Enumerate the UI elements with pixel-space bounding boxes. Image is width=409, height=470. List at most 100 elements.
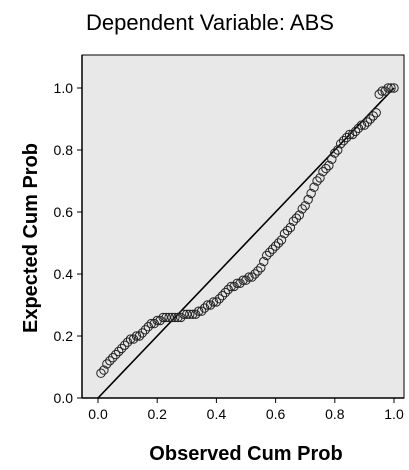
data-point: [356, 120, 367, 130]
data-point: [279, 229, 290, 239]
y-tick-label: 0.6: [54, 204, 74, 220]
data-point: [140, 325, 151, 335]
x-tick-label: 0.4: [207, 406, 227, 422]
data-point: [211, 297, 222, 307]
data-point: [235, 278, 245, 288]
data-point: [128, 334, 139, 344]
plot-area: 0.0 0.2 0.4 0.6 0.8 1.0 0.0 0.2 0.4 0.6 0.8 1.0: [54, 54, 405, 422]
data-point: [353, 123, 364, 134]
data-point: [188, 309, 198, 319]
data-point: [241, 275, 251, 285]
x-tick-label: 0.2: [147, 406, 167, 422]
data-point: [383, 83, 393, 93]
data-point: [273, 238, 284, 248]
data-point: [96, 368, 106, 378]
data-point: [111, 349, 121, 360]
data-point: [146, 318, 156, 329]
data-point: [347, 129, 358, 140]
data-point: [270, 241, 281, 251]
data-point: [276, 235, 287, 245]
data-point: [102, 359, 112, 369]
data-point: [338, 136, 349, 146]
data-point: [380, 86, 390, 96]
x-tick-label: 0.0: [88, 406, 108, 422]
data-point: [247, 272, 257, 282]
data-point: [105, 356, 115, 366]
data-point: [371, 108, 381, 118]
data-point: [368, 111, 378, 121]
x-axis-label: Observed Cum Prob: [149, 443, 342, 465]
data-point: [125, 334, 136, 344]
data-point: [359, 120, 370, 130]
data-point: [244, 272, 254, 282]
data-point: [282, 225, 293, 236]
data-point: [389, 83, 399, 93]
plot-background: [81, 54, 405, 399]
data-point: [137, 328, 148, 338]
y-tick-label: 0.0: [54, 390, 74, 406]
data-point: [259, 256, 269, 267]
data-point: [232, 278, 242, 288]
data-point: [205, 300, 216, 310]
data-point: [306, 188, 316, 199]
data-point: [341, 132, 352, 143]
data-point: [297, 204, 307, 214]
data-point: [300, 201, 310, 211]
data-point: [170, 312, 180, 323]
y-tick-label: 0.8: [54, 142, 74, 158]
data-point: [309, 182, 319, 192]
data-point: [365, 114, 376, 124]
data-point: [223, 284, 233, 295]
x-tick-label: 0.8: [325, 406, 345, 422]
data-point: [324, 160, 334, 171]
data-point: [185, 309, 195, 319]
data-point: [220, 287, 230, 298]
data-point: [267, 244, 278, 254]
y-tick-label: 0.4: [54, 266, 74, 282]
data-point: [208, 297, 219, 307]
data-point: [256, 263, 266, 273]
data-point: [199, 303, 210, 313]
data-point: [374, 89, 384, 99]
data-point: [362, 117, 373, 127]
data-point: [196, 306, 207, 316]
data-point: [321, 163, 331, 174]
data-point: [229, 281, 239, 292]
data-point: [350, 126, 361, 137]
data-point: [253, 266, 263, 276]
x-tick-label: 1.0: [384, 406, 404, 422]
data-point: [152, 315, 162, 326]
data-point: [176, 312, 186, 323]
data-point: [131, 331, 142, 341]
data-point: [327, 154, 337, 165]
data-point: [238, 275, 248, 285]
data-point: [99, 365, 109, 375]
data-point: [250, 269, 260, 279]
data-point: [214, 294, 225, 304]
data-point: [285, 222, 296, 233]
data-point: [294, 210, 304, 220]
data-point: [202, 300, 213, 310]
data-point: [108, 353, 118, 363]
data-point: [344, 129, 355, 140]
y-tick-label: 0.2: [54, 328, 74, 344]
data-point: [386, 83, 396, 93]
chart-title: Dependent Variable: ABS: [86, 10, 334, 35]
data-point: [155, 315, 165, 326]
data-point: [149, 318, 159, 329]
reference-line: [97, 87, 395, 399]
x-tick-label: 0.6: [266, 406, 286, 422]
data-point: [226, 281, 236, 292]
data-point: [193, 306, 204, 316]
data-point: [303, 194, 313, 205]
y-axis-label: Expected Cum Prob: [20, 143, 42, 333]
data-point: [114, 346, 124, 357]
data-point: [377, 86, 387, 96]
data-point: [264, 247, 275, 258]
data-point: [217, 291, 228, 301]
data-point: [288, 216, 299, 227]
y-tick-label: 1.0: [54, 80, 74, 96]
data-point: [116, 343, 127, 354]
